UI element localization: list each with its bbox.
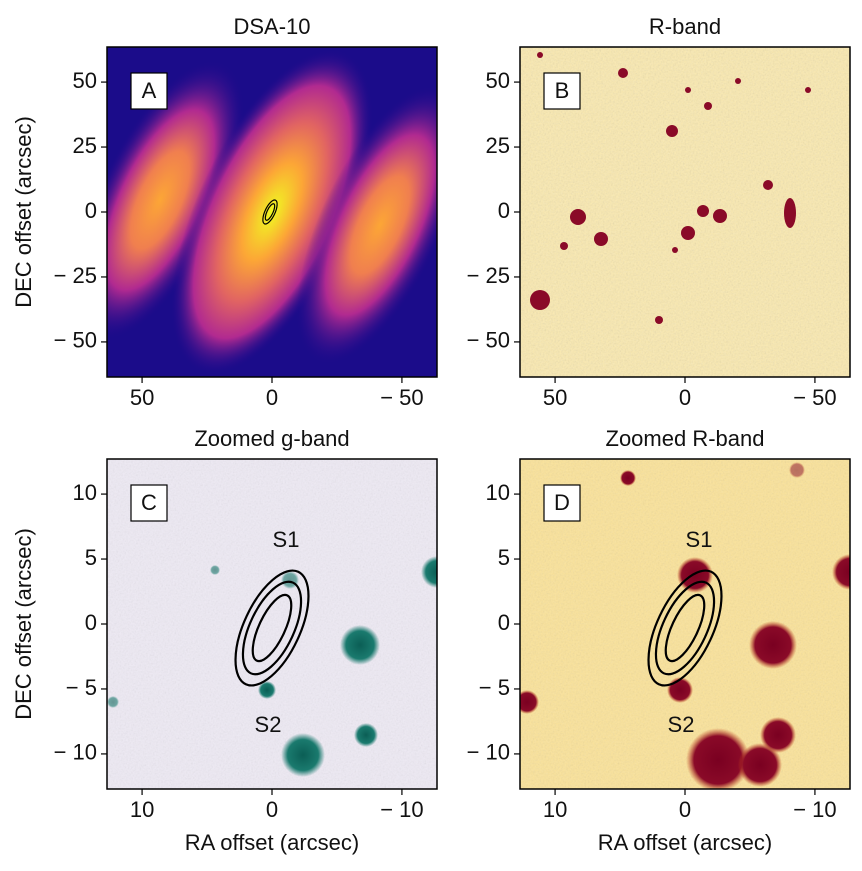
y-tick-label: − 25	[467, 263, 510, 288]
panel-title: Zoomed g-band	[194, 426, 349, 451]
y-tick-label: 10	[73, 480, 97, 505]
y-tick-label: 50	[486, 68, 510, 93]
y-tick-label: − 5	[479, 675, 510, 700]
x-tick-label: 50	[130, 385, 154, 410]
panel-label-box	[130, 484, 168, 522]
panel-title: Zoomed R-band	[606, 426, 765, 451]
y-axis-label: DEC offset (arcsec)	[11, 528, 36, 720]
x-tick-label: 10	[543, 797, 567, 822]
y-tick-label: 25	[486, 133, 510, 158]
y-tick-label: 50	[73, 68, 97, 93]
y-tick-label: − 50	[54, 328, 97, 353]
x-tick-label: 10	[130, 797, 154, 822]
y-axis-label: DEC offset (arcsec)	[11, 116, 36, 308]
annotation: S1	[273, 527, 300, 552]
x-tick-label: 0	[679, 797, 691, 822]
y-tick-label: 0	[85, 610, 97, 635]
y-tick-label: 25	[73, 133, 97, 158]
panel-title: DSA-10	[233, 14, 310, 39]
x-tick-label: − 50	[380, 385, 423, 410]
panel-label-box	[543, 484, 581, 522]
panel-label-box	[130, 72, 168, 110]
y-tick-label: 0	[498, 610, 510, 635]
image-a	[107, 47, 437, 377]
x-axis-label: RA offset (arcsec)	[185, 830, 359, 855]
x-tick-label: 50	[543, 385, 567, 410]
panel-label: A	[142, 78, 157, 103]
x-tick-label: 0	[679, 385, 691, 410]
y-tick-label: 10	[486, 480, 510, 505]
panel-label: B	[555, 78, 570, 103]
panel-label: C	[141, 490, 157, 515]
panel-label: D	[554, 490, 570, 515]
y-tick-label: 0	[85, 198, 97, 223]
x-axis-label: RA offset (arcsec)	[598, 830, 772, 855]
annotation: S2	[668, 712, 695, 737]
y-tick-label: − 10	[467, 740, 510, 765]
y-tick-label: 0	[498, 198, 510, 223]
panel-title: R-band	[649, 14, 721, 39]
x-tick-label: − 10	[793, 797, 836, 822]
y-tick-label: − 5	[66, 675, 97, 700]
panel-label-box	[543, 72, 581, 110]
x-tick-label: − 50	[793, 385, 836, 410]
y-tick-label: − 25	[54, 263, 97, 288]
y-tick-label: − 50	[467, 328, 510, 353]
x-tick-label: 0	[266, 797, 278, 822]
annotation: S2	[255, 712, 282, 737]
y-tick-label: 5	[85, 545, 97, 570]
y-tick-label: − 10	[54, 740, 97, 765]
x-tick-label: − 10	[380, 797, 423, 822]
x-tick-label: 0	[266, 385, 278, 410]
y-tick-label: 5	[498, 545, 510, 570]
annotation: S1	[686, 527, 713, 552]
